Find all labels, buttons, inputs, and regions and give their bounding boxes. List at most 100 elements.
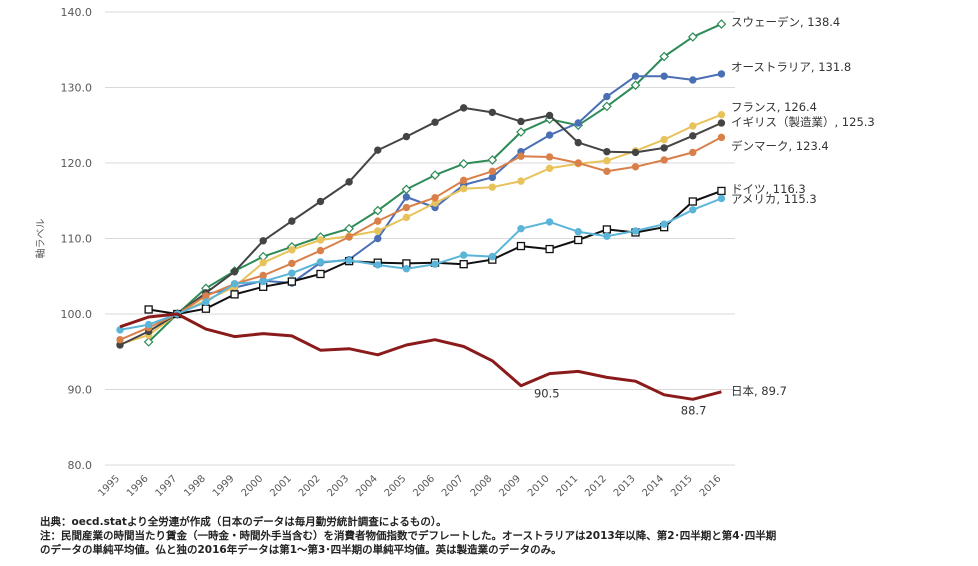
series-label-uk: イギリス（製造業）, 125.3	[731, 115, 875, 129]
footnote-line-1: 注：民間産業の時間当たり賃金（一時金・時間外手当含む）を消費者物価指数でデフレー…	[40, 530, 777, 542]
x-tick-label: 2009	[497, 473, 523, 499]
x-tick-label: 1996	[125, 473, 151, 499]
series-label-japan: 日本, 89.7	[731, 384, 787, 398]
data-point	[316, 269, 325, 279]
data-point	[545, 218, 554, 226]
data-point	[230, 290, 239, 299]
data-point	[458, 158, 469, 169]
data-point	[345, 233, 353, 241]
data-point	[459, 251, 468, 259]
x-tick-label: 1999	[211, 473, 237, 499]
y-tick-label: 140.0	[61, 6, 93, 19]
y-tick-label: 90.0	[68, 384, 93, 397]
x-tick-label: 2010	[526, 473, 552, 499]
x-tick-label: 2002	[297, 473, 323, 499]
data-point	[631, 163, 640, 171]
y-tick-label: 120.0	[61, 157, 93, 170]
data-point	[488, 183, 497, 191]
x-tick-label: 1995	[96, 473, 122, 499]
x-tick-label: 2016	[698, 473, 724, 499]
data-point	[402, 132, 411, 141]
data-point	[374, 234, 382, 243]
y-tick-label: 80.0	[68, 459, 93, 472]
x-tick-label: 2011	[555, 473, 581, 499]
data-point	[517, 117, 525, 126]
data-point	[602, 101, 612, 112]
series-line-usa	[119, 197, 722, 331]
data-point	[660, 144, 668, 152]
data-point	[402, 213, 411, 222]
series-line-denmark	[119, 136, 722, 341]
x-tick-label: 2014	[641, 473, 667, 499]
data-point	[316, 197, 325, 206]
data-point	[259, 271, 267, 280]
data-point	[545, 111, 554, 120]
data-point	[488, 108, 497, 117]
data-point	[488, 252, 497, 261]
data-point	[144, 320, 153, 329]
y-tick-label: 130.0	[61, 82, 93, 95]
data-point	[717, 110, 726, 119]
series-label-australia: オーストラリア, 131.8	[731, 60, 851, 74]
data-label: 88.7	[681, 403, 707, 417]
x-tick-label: 2004	[354, 473, 380, 499]
data-point	[660, 72, 668, 80]
data-point	[143, 337, 154, 347]
x-tick-label: 2000	[240, 473, 266, 499]
data-point	[516, 241, 526, 251]
data-point	[631, 148, 640, 157]
data-point	[201, 304, 211, 313]
data-point	[545, 164, 554, 172]
series-label-usa: アメリカ, 115.3	[731, 192, 817, 206]
y-axis-title: 軸ラベル	[34, 219, 47, 259]
data-point	[659, 51, 670, 62]
x-tick-label: 2007	[440, 473, 466, 499]
x-tick-label: 2006	[411, 473, 437, 499]
data-point	[288, 259, 296, 268]
x-tick-label: 2008	[469, 473, 495, 499]
data-point	[230, 280, 239, 288]
data-point	[660, 220, 668, 228]
data-point	[689, 132, 697, 140]
x-tick-label: 2005	[383, 473, 409, 499]
data-point	[374, 227, 382, 235]
data-point	[689, 148, 697, 157]
data-point	[717, 186, 726, 196]
data-point	[687, 32, 698, 42]
data-label: 90.5	[534, 387, 560, 401]
data-point	[431, 260, 439, 268]
line-chart: 140.0 130.0 120.0 110.0 100.0 90.0 80.0 軸ラベル 199…	[34, 6, 875, 499]
series-label-germany: ドイツ, 116.3	[731, 182, 806, 196]
data-point	[689, 206, 697, 214]
x-tick-label: 2013	[612, 473, 638, 499]
data-point	[488, 173, 497, 182]
series-label-denmark: デンマーク, 123.4	[731, 139, 829, 153]
x-tick-label: 1998	[182, 473, 208, 499]
data-point	[402, 265, 411, 273]
data-point	[372, 205, 383, 216]
data-point	[116, 335, 124, 344]
data-point	[259, 258, 267, 267]
data-point	[574, 235, 583, 245]
data-point	[459, 260, 468, 269]
data-point	[517, 177, 525, 185]
data-point	[716, 19, 727, 29]
data-point	[603, 147, 611, 156]
x-tick-label: 2003	[325, 473, 351, 499]
data-point	[202, 298, 210, 306]
data-point	[660, 135, 668, 144]
data-point	[574, 228, 582, 236]
data-point	[545, 153, 554, 161]
data-point	[545, 131, 554, 139]
data-point	[316, 258, 325, 266]
data-point	[717, 70, 726, 78]
data-point	[288, 246, 296, 254]
series-label-france: フランス, 126.4	[731, 100, 817, 114]
series-line-france	[119, 113, 722, 346]
data-point	[402, 203, 411, 212]
data-point	[602, 225, 612, 234]
series-line-australia	[176, 72, 722, 315]
x-tick-label: 2012	[583, 473, 609, 499]
data-point	[630, 80, 641, 91]
data-point	[688, 197, 697, 206]
